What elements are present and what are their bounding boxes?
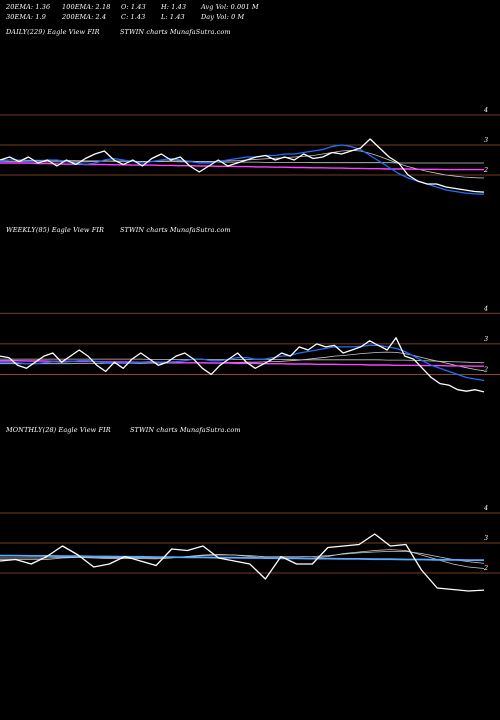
weekly-panel-source: STWIN charts MunafaSutra.com xyxy=(120,226,231,234)
header-close: C: 1.43 xyxy=(121,13,146,21)
header-avg-vol: Avg Vol: 0.001 M xyxy=(201,3,259,11)
daily-panel-title: DAILY(229) Eagle View FIR xyxy=(6,28,100,36)
header-ema20: 20EMA: 1.36 xyxy=(6,3,51,11)
header-ema200: 200EMA: 2.4 xyxy=(62,13,107,21)
weekly-tick-label-2: 2 xyxy=(483,365,488,373)
header-low: L: 1.43 xyxy=(161,13,185,21)
monthly-price-line xyxy=(0,533,485,592)
daily-tick-label-2: 2 xyxy=(483,166,488,174)
header-ema100: 100EMA: 2.18 xyxy=(62,3,111,11)
weekly-panel-title: WEEKLY(85) Eagle View FIR xyxy=(6,226,105,234)
daily-tick-label-4: 4 xyxy=(483,106,488,114)
header-open: O: 1.43 xyxy=(121,3,146,11)
weekly-ema-line-2 xyxy=(0,360,484,367)
header-day-vol: Day Vol: 0 M xyxy=(201,13,245,21)
weekly-ema-line-4 xyxy=(0,358,485,364)
header-high: H: 1.43 xyxy=(161,3,187,11)
daily-price-line xyxy=(0,138,485,193)
weekly-price-line xyxy=(0,337,485,393)
daily-panel-source: STWIN charts MunafaSutra.com xyxy=(120,28,231,36)
daily-ema-line-2 xyxy=(0,162,484,171)
weekly-tick-label-4: 4 xyxy=(483,304,488,312)
weekly-tick-label-3: 3 xyxy=(484,335,488,343)
daily-ema-line-1 xyxy=(0,144,485,195)
monthly-panel-title: MONTHLY(28) Eagle View FIR xyxy=(6,426,111,434)
daily-tick-label-3: 3 xyxy=(484,136,488,144)
monthly-tick-label-3: 3 xyxy=(484,534,488,542)
header-ema30: 30EMA: 1.9 xyxy=(6,13,46,21)
monthly-tick-label-4: 4 xyxy=(483,504,488,512)
monthly-panel-source: STWIN charts MunafaSutra.com xyxy=(130,426,241,434)
monthly-tick-label-2: 2 xyxy=(483,564,488,572)
